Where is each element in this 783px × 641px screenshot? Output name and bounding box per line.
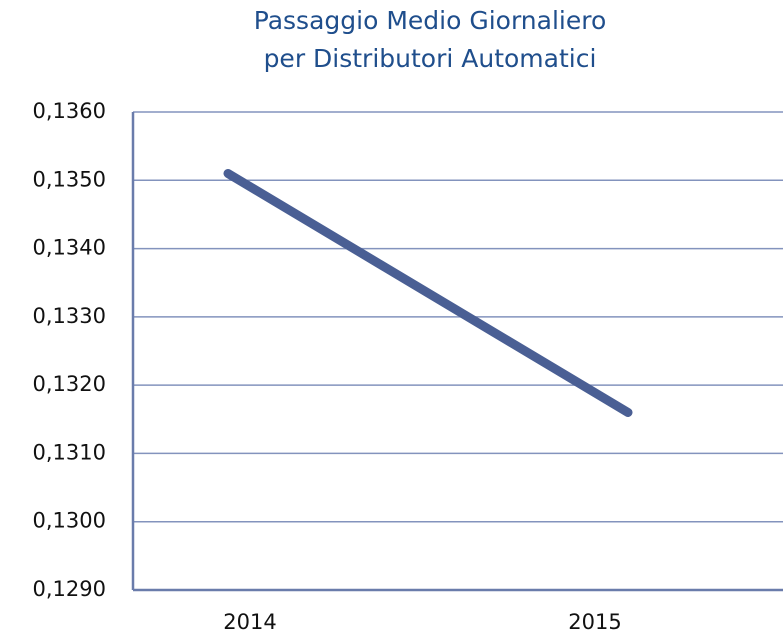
y-tick-label: 0,1290: [33, 577, 106, 601]
data-line: [223, 168, 633, 417]
x-tick-label: 2014: [223, 610, 276, 634]
y-tick-label: 0,1360: [33, 99, 106, 123]
y-tick-label: 0,1300: [33, 509, 106, 533]
chart-title: per Distributori Automatici: [264, 44, 597, 73]
y-tick-label: 0,1310: [33, 440, 106, 464]
y-tick-label: 0,1330: [33, 304, 106, 328]
chart-title: Passaggio Medio Giornaliero: [254, 6, 607, 35]
y-tick-label: 0,1350: [33, 167, 106, 191]
x-tick-label: 2015: [568, 610, 621, 634]
y-tick-label: 0,1340: [33, 236, 106, 260]
y-tick-label: 0,1320: [33, 372, 106, 396]
